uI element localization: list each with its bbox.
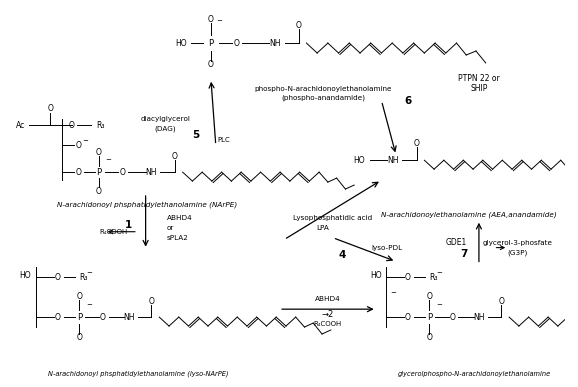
Text: O: O bbox=[55, 273, 61, 282]
Text: 1: 1 bbox=[124, 220, 132, 230]
Text: NH: NH bbox=[473, 313, 485, 322]
Text: O: O bbox=[100, 313, 106, 322]
Text: O: O bbox=[76, 141, 81, 150]
Text: or: or bbox=[167, 225, 175, 231]
Text: O: O bbox=[76, 292, 82, 301]
Text: −: − bbox=[86, 302, 92, 308]
Text: N-arachidonoyl phsphatidylethanolamine (NArPE): N-arachidonoyl phsphatidylethanolamine (… bbox=[57, 202, 238, 208]
Text: SHIP: SHIP bbox=[470, 84, 488, 93]
Text: LPA: LPA bbox=[317, 225, 329, 231]
Text: PLC: PLC bbox=[218, 137, 231, 144]
Text: −: − bbox=[216, 18, 221, 24]
Text: O: O bbox=[119, 168, 125, 176]
Text: Lysophosphatidic acid: Lysophosphatidic acid bbox=[293, 215, 372, 221]
Text: O: O bbox=[76, 168, 81, 176]
Text: R₄COOH: R₄COOH bbox=[314, 321, 342, 327]
Text: (phospho-anandamide): (phospho-anandamide) bbox=[281, 94, 365, 101]
Text: R₄COOH: R₄COOH bbox=[99, 229, 128, 235]
Text: O: O bbox=[47, 104, 53, 113]
Text: diacylglycerol: diacylglycerol bbox=[140, 116, 190, 122]
Text: 7: 7 bbox=[460, 248, 467, 259]
Text: (DAG): (DAG) bbox=[154, 125, 176, 132]
Text: NH: NH bbox=[269, 39, 281, 48]
Text: N-arachidonoyl phsphatidylethanolamine (lyso-NArPE): N-arachidonoyl phsphatidylethanolamine (… bbox=[47, 370, 228, 377]
Text: O: O bbox=[96, 187, 102, 195]
Text: HO: HO bbox=[353, 156, 365, 165]
Text: −: − bbox=[436, 271, 442, 276]
Text: O: O bbox=[96, 148, 102, 157]
Text: −: − bbox=[86, 271, 92, 276]
Text: P: P bbox=[97, 168, 101, 176]
Text: GDE1: GDE1 bbox=[446, 238, 467, 247]
Text: O: O bbox=[450, 313, 455, 322]
Text: (G3P): (G3P) bbox=[508, 249, 528, 256]
Text: O: O bbox=[498, 297, 504, 306]
Text: O: O bbox=[172, 152, 178, 161]
Text: −: − bbox=[390, 290, 396, 296]
Text: glycerolphospho-N-arachidonoylethanolamine: glycerolphospho-N-arachidonoylethanolami… bbox=[398, 371, 551, 377]
Text: O: O bbox=[414, 139, 420, 148]
Text: NH: NH bbox=[123, 313, 135, 322]
Text: phospho-N-arachidonoylethanolamine: phospho-N-arachidonoylethanolamine bbox=[254, 86, 392, 92]
Text: O: O bbox=[208, 60, 214, 69]
Text: P: P bbox=[208, 39, 213, 48]
Text: HO: HO bbox=[370, 271, 381, 280]
Text: 4: 4 bbox=[339, 250, 346, 260]
Text: 5: 5 bbox=[192, 130, 200, 140]
Text: lyso-PDL: lyso-PDL bbox=[372, 245, 403, 251]
Text: O: O bbox=[149, 297, 154, 306]
Text: Ac: Ac bbox=[16, 121, 25, 130]
Text: NH: NH bbox=[387, 156, 399, 165]
Text: O: O bbox=[234, 39, 239, 48]
Text: N-arachidonoylethanolamine (AEA,anandamide): N-arachidonoylethanolamine (AEA,anandami… bbox=[381, 212, 557, 218]
Text: O: O bbox=[76, 334, 82, 342]
Text: −: − bbox=[436, 302, 442, 308]
Text: P: P bbox=[427, 313, 432, 322]
Text: HO: HO bbox=[19, 271, 31, 280]
Text: R₃: R₃ bbox=[79, 273, 88, 282]
Text: −: − bbox=[82, 139, 88, 144]
Text: O: O bbox=[405, 313, 411, 322]
Text: O: O bbox=[405, 273, 411, 282]
Text: →2: →2 bbox=[322, 310, 334, 319]
Text: O: O bbox=[427, 292, 432, 301]
Text: glycerol-3-phosfate: glycerol-3-phosfate bbox=[483, 240, 553, 246]
Text: ABHD4: ABHD4 bbox=[167, 215, 193, 221]
Text: −: − bbox=[106, 157, 112, 163]
Text: PTPN 22 or: PTPN 22 or bbox=[458, 74, 500, 83]
Text: P: P bbox=[77, 313, 82, 322]
Text: R₃: R₃ bbox=[96, 121, 105, 130]
Text: O: O bbox=[296, 21, 302, 30]
Text: O: O bbox=[427, 334, 432, 342]
Text: ABHD4: ABHD4 bbox=[315, 296, 341, 302]
Text: O: O bbox=[69, 121, 75, 130]
Text: 6: 6 bbox=[405, 96, 412, 106]
Text: HO: HO bbox=[175, 39, 187, 48]
Text: sPLA2: sPLA2 bbox=[167, 235, 189, 241]
Text: R₃: R₃ bbox=[429, 273, 438, 282]
Text: O: O bbox=[208, 15, 214, 24]
Text: NH: NH bbox=[146, 168, 157, 176]
Text: O: O bbox=[55, 313, 61, 322]
